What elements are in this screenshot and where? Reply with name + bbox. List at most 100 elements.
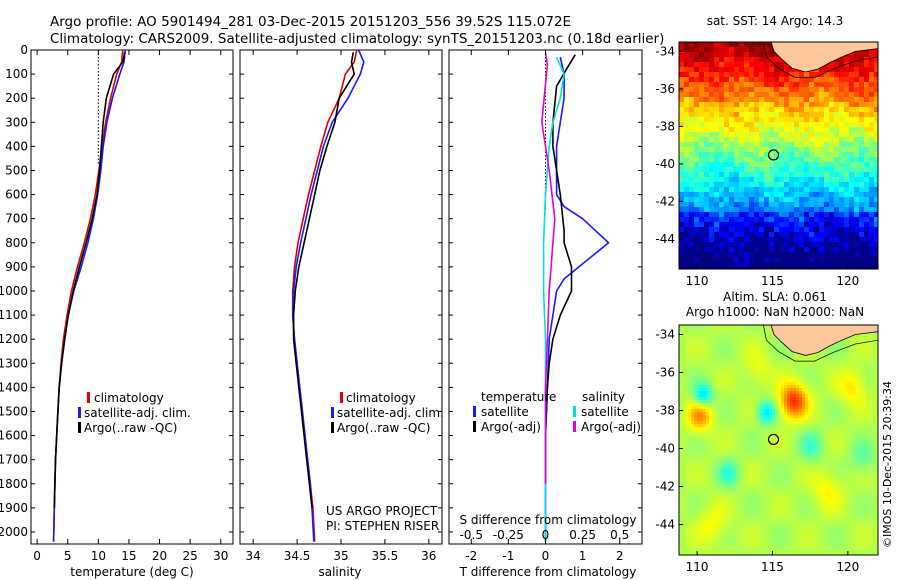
map-cell xyxy=(700,415,704,419)
map-cell xyxy=(727,364,731,368)
map-cell xyxy=(724,436,728,440)
map-cell xyxy=(703,382,707,386)
map-cell xyxy=(844,367,848,371)
map-cell xyxy=(862,334,866,338)
map-cell xyxy=(787,427,791,431)
map-cell xyxy=(829,358,833,362)
map-cell xyxy=(847,352,851,356)
map-cell xyxy=(689,237,695,243)
map-cell xyxy=(829,400,833,404)
map-cell xyxy=(729,162,735,168)
map-cell xyxy=(760,346,764,350)
map-cell xyxy=(727,427,731,431)
map-cell xyxy=(729,177,735,183)
map-cell xyxy=(718,394,722,398)
map-cell xyxy=(829,242,835,248)
map-cell xyxy=(760,379,764,383)
map-cell xyxy=(689,192,695,198)
map-cell xyxy=(829,412,833,416)
map-cell xyxy=(694,427,698,431)
map-cell xyxy=(699,177,705,183)
map-cell xyxy=(793,388,797,392)
map-cell xyxy=(802,430,806,434)
map-cell xyxy=(721,421,725,425)
map-cell xyxy=(865,334,869,338)
map-cell xyxy=(729,237,735,243)
map-cell xyxy=(789,82,795,88)
map-cell xyxy=(817,430,821,434)
map-cell xyxy=(769,370,773,374)
map-cell xyxy=(760,385,764,389)
map-cell xyxy=(789,157,795,163)
map-cell xyxy=(769,349,773,353)
map-cell xyxy=(699,267,705,269)
map-cell xyxy=(864,157,870,163)
map-cell xyxy=(727,403,731,407)
map-cell xyxy=(862,355,866,359)
map-cell xyxy=(714,72,720,78)
map-cell xyxy=(778,358,782,362)
legend-label-s-satellite: satellite xyxy=(581,405,629,419)
map-cell xyxy=(829,373,833,377)
map-cell xyxy=(814,102,820,108)
map-cell xyxy=(824,267,830,269)
map-cell xyxy=(868,451,872,455)
map-cell xyxy=(709,412,713,416)
map-cell xyxy=(814,406,818,410)
map-cell xyxy=(729,212,735,218)
map-cell xyxy=(706,415,710,419)
map-cell xyxy=(794,202,800,208)
map-cell xyxy=(682,346,686,350)
map-cell xyxy=(781,415,785,419)
map-cell xyxy=(874,370,878,374)
map-cell xyxy=(864,222,870,228)
map-cell xyxy=(760,409,764,413)
map-cell xyxy=(864,177,870,183)
map-cell xyxy=(689,172,695,178)
map-cell xyxy=(689,67,695,73)
map-cell xyxy=(739,391,743,395)
map-cell xyxy=(779,77,785,83)
map-cell xyxy=(682,427,686,431)
map-cell xyxy=(849,247,855,253)
map-cell xyxy=(784,227,790,233)
map-cell xyxy=(689,92,695,98)
map-cell xyxy=(802,382,806,386)
map-cell xyxy=(834,192,840,198)
map-cell xyxy=(719,52,725,58)
map-cell xyxy=(700,352,704,356)
map-cell xyxy=(704,172,710,178)
map-cell xyxy=(684,257,690,263)
map-cell xyxy=(694,142,700,148)
map-cell xyxy=(727,394,731,398)
map-cell xyxy=(838,439,842,443)
map-cell xyxy=(733,367,737,371)
map-cell xyxy=(691,370,695,374)
map-cell xyxy=(826,349,830,353)
map-cell xyxy=(766,421,770,425)
map-cell xyxy=(729,252,735,258)
map-cell xyxy=(709,102,715,108)
map-cell xyxy=(694,331,698,335)
map-cell xyxy=(847,415,851,419)
map-cell xyxy=(859,187,865,193)
map-cell xyxy=(742,388,746,392)
map-cell xyxy=(709,42,715,48)
map-cell xyxy=(704,157,710,163)
map-cell xyxy=(829,433,833,437)
map-cell xyxy=(727,448,731,452)
map-cell xyxy=(709,409,713,413)
map-cell xyxy=(844,436,848,440)
map-cell xyxy=(814,379,818,383)
map-cell xyxy=(850,391,854,395)
map-cell xyxy=(799,252,805,258)
map-cell xyxy=(814,403,818,407)
map-cell xyxy=(859,397,863,401)
y-tick-label: 900 xyxy=(5,260,28,274)
map-cell xyxy=(688,448,692,452)
map-cell xyxy=(727,379,731,383)
map-cell xyxy=(854,102,860,108)
map-cell xyxy=(729,92,735,98)
map-cell xyxy=(684,202,690,208)
map-cell xyxy=(724,107,730,113)
